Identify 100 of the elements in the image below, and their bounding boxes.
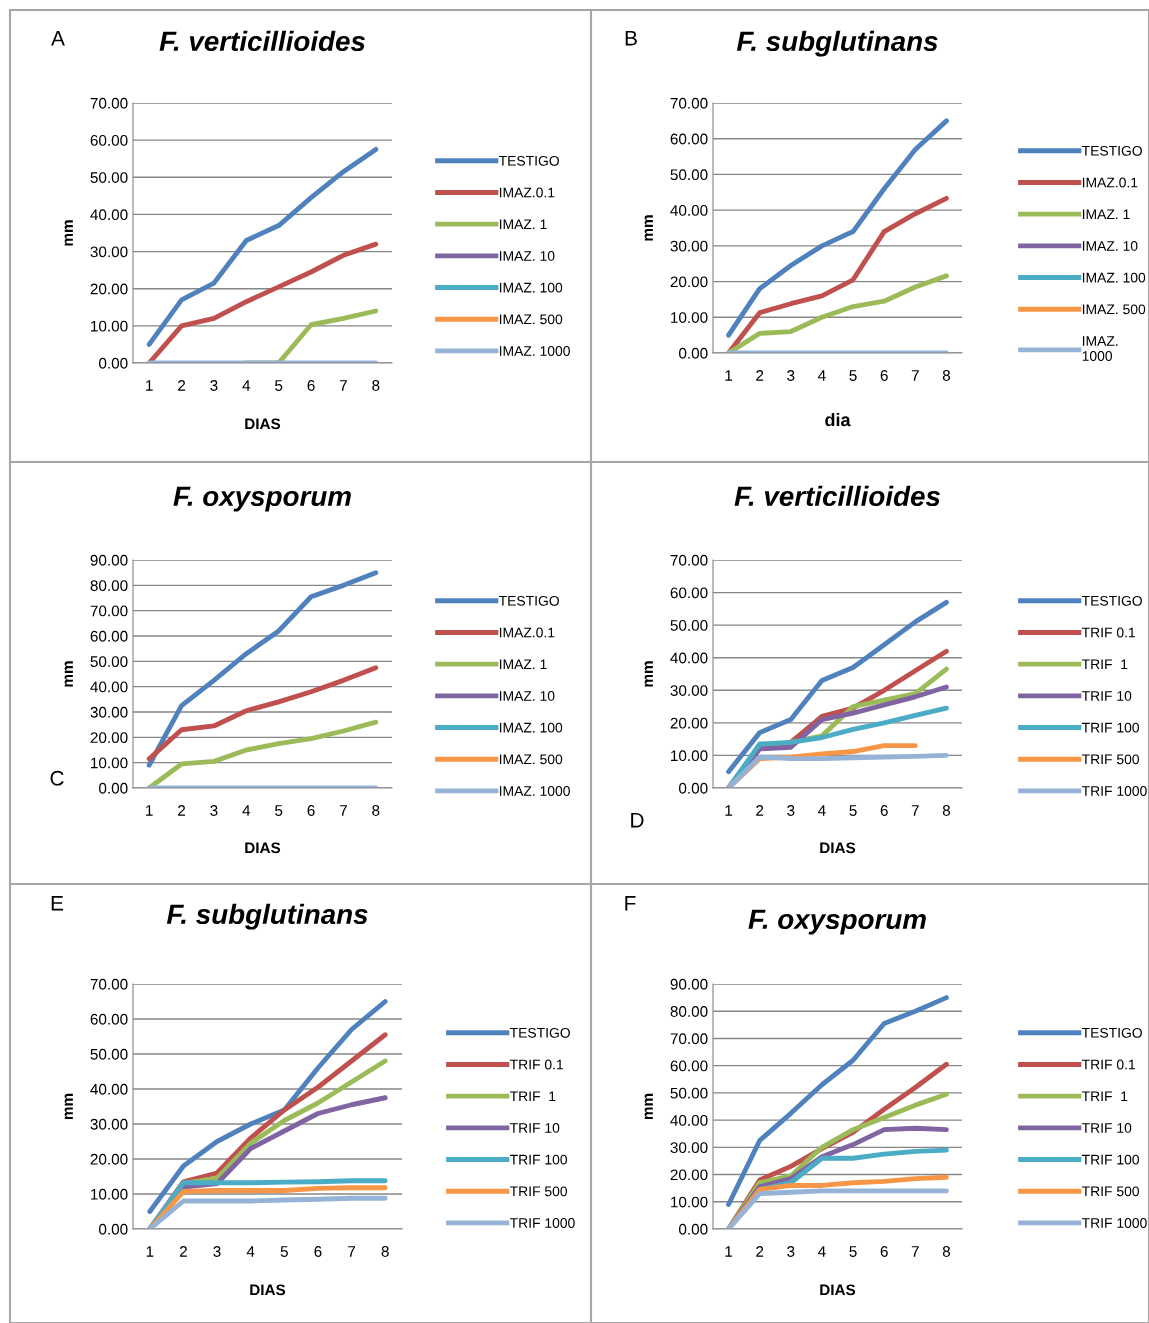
y-tick-label: 90.00 xyxy=(90,554,128,566)
y-tick-label: 70.00 xyxy=(670,1033,708,1045)
y-tick-label: 20.00 xyxy=(90,732,128,744)
legend-label: TRIF 500 xyxy=(1081,1186,1140,1197)
y-tick-label: 0.00 xyxy=(679,782,708,794)
x-tick-label: 6 xyxy=(880,1246,888,1257)
y-tick-label: 10.00 xyxy=(671,1196,708,1208)
x-tick-label: 4 xyxy=(242,380,251,391)
y-tick-label: 40.00 xyxy=(670,205,708,216)
y-axis-title: mm xyxy=(64,1093,73,1120)
line-series xyxy=(726,753,949,788)
x-axis-title: DIAS xyxy=(245,418,281,430)
legend-label: TRIF 0.1 xyxy=(509,1059,564,1070)
y-tick-label: 50.00 xyxy=(90,172,128,183)
y-tick-label: 20.00 xyxy=(670,276,708,288)
x-tick-label: 4 xyxy=(818,805,826,816)
text: B xyxy=(625,31,637,46)
text: C xyxy=(50,770,64,786)
x-tick-label: 1 xyxy=(725,805,733,816)
y-tick-label: 0.00 xyxy=(99,1223,128,1235)
legend-label: IMAZ.0.1 xyxy=(1082,177,1138,188)
y-axis-title: mm xyxy=(644,215,653,241)
legend-label: TRIF 0.1 xyxy=(1081,627,1136,638)
legend-label: TRIF 0.1 xyxy=(1081,1059,1136,1070)
chart-title: F. oxysporum xyxy=(173,486,351,512)
y-axis-title: mm xyxy=(64,220,73,246)
legend-label: TRIF 100 xyxy=(1081,1154,1140,1165)
y-tick-label: 40.00 xyxy=(90,209,128,221)
y-axis-title: mm xyxy=(644,1093,653,1120)
y-tick-label: 10.00 xyxy=(671,750,708,762)
legend-label: TRIF 1000 xyxy=(1081,786,1147,796)
y-axis-title: mm xyxy=(644,661,653,687)
y-tick-label: 80.00 xyxy=(670,1006,708,1017)
y-tick-label: 60.00 xyxy=(670,1060,708,1072)
legend-label: TESTIGO xyxy=(498,595,559,606)
legend-label: IMAZ. 500 xyxy=(499,754,563,765)
x-axis-title: DIAS xyxy=(820,842,856,854)
legend-label: IMAZ. 1000 xyxy=(499,346,570,356)
x-tick-label: 6 xyxy=(307,380,315,391)
legend-label: TRIF 1 xyxy=(1081,1091,1128,1102)
legend-label: IMAZ. 500 xyxy=(1082,304,1146,315)
line-series xyxy=(146,147,379,347)
y-tick-label: 50.00 xyxy=(670,1087,708,1099)
legend-label: TESTIGO xyxy=(1081,145,1142,156)
line-series xyxy=(147,999,388,1214)
x-tick-label: 7 xyxy=(911,370,919,381)
y-tick-label: 80.00 xyxy=(90,580,128,592)
line-series xyxy=(726,995,949,1207)
x-tick-label: 4 xyxy=(818,370,826,381)
x-axis-title: DIAS xyxy=(250,1284,286,1296)
x-tick-label: 1 xyxy=(725,370,733,381)
legend-label: TRIF 500 xyxy=(1081,754,1140,765)
y-tick-label: 20.00 xyxy=(670,717,708,729)
y-tick-label: 10.00 xyxy=(91,320,128,332)
line-series xyxy=(146,665,379,762)
x-axis-title: DIAS xyxy=(820,1284,856,1296)
legend-label: IMAZ.0.1 xyxy=(499,627,555,638)
line-series xyxy=(726,599,949,775)
x-tick-label: 8 xyxy=(381,1246,389,1257)
x-tick-label: 5 xyxy=(275,805,283,816)
chart-title: F. verticillioides xyxy=(159,30,365,52)
y-tick-label: 50.00 xyxy=(90,656,128,668)
x-tick-label: 7 xyxy=(911,1246,919,1257)
y-tick-label: 40.00 xyxy=(90,681,128,693)
line-series xyxy=(726,705,949,788)
chart-title: F. oxysporum xyxy=(748,909,926,935)
x-tick-label: 7 xyxy=(339,805,347,816)
y-tick-label: 30.00 xyxy=(90,246,128,258)
x-tick-label: 5 xyxy=(849,370,857,381)
x-axis-title: DIAS xyxy=(245,842,281,854)
line-series xyxy=(147,1195,388,1229)
x-tick-label: 5 xyxy=(280,1246,288,1257)
legend-label: TRIF 10 xyxy=(1081,1123,1132,1133)
y-tick-label: 40.00 xyxy=(90,1083,128,1095)
legend-label: TESTIGO xyxy=(1081,595,1142,606)
legend-label: TRIF 100 xyxy=(509,1154,568,1165)
legend-label: IMAZ. 500 xyxy=(499,314,563,325)
legend-label: TESTIGO xyxy=(509,1027,570,1038)
text: D xyxy=(631,813,644,828)
y-tick-label: 40.00 xyxy=(670,652,708,664)
y-tick-label: 0.00 xyxy=(99,357,128,369)
legend-label: IMAZ. 100 xyxy=(499,722,563,733)
y-tick-label: 10.00 xyxy=(91,1188,128,1200)
chart-title: F. subglutinans xyxy=(736,30,938,57)
x-tick-label: 3 xyxy=(210,805,218,816)
x-tick-label: 3 xyxy=(787,805,795,816)
legend-label: IMAZ. 1 xyxy=(499,659,547,670)
y-tick-label: 0.00 xyxy=(679,1223,708,1235)
line-series xyxy=(726,195,949,353)
line-series xyxy=(146,719,379,788)
x-axis-title: dia xyxy=(825,413,851,427)
line-series xyxy=(146,570,379,768)
x-tick-label: 3 xyxy=(787,370,795,381)
y-tick-label: 60.00 xyxy=(90,135,128,146)
legend-label: TRIF 1000 xyxy=(1081,1218,1147,1228)
x-tick-label: 6 xyxy=(314,1246,322,1257)
x-tick-label: 2 xyxy=(756,1246,764,1257)
y-tick-label: 70.00 xyxy=(670,97,708,109)
x-tick-label: 5 xyxy=(849,1246,857,1257)
x-tick-label: 1 xyxy=(725,1246,733,1257)
